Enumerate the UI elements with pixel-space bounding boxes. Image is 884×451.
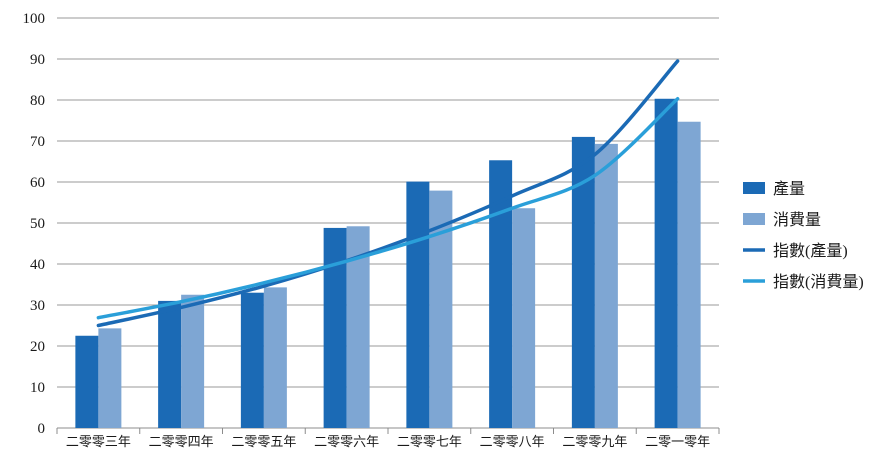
x-category-label: 二零零八年 [480,434,545,449]
trendline [96,97,680,320]
bar [158,300,182,428]
legend-swatch [743,213,765,225]
x-axis: 二零零三年 二零零四年 二零零五年 二零零六年 二零零七年 二零零八年 二零零九年 二零一零年 [56,428,720,449]
bar [98,328,122,428]
y-tick-label: 20 [30,339,45,355]
bar [240,292,264,428]
bar [75,335,99,428]
legend-label: 產量 [773,180,805,198]
bar [654,98,678,429]
bar [181,294,205,428]
bar [512,208,536,428]
x-category-label: 二零零四年 [149,434,214,449]
bar [571,136,595,428]
legend-label: 指數(消費量) [773,273,864,291]
x-category-label: 二零一零年 [645,434,710,449]
bar [489,160,513,428]
y-tick-label: 100 [23,11,46,27]
bar [346,226,370,428]
bar [406,181,430,428]
y-axis-tick-labels: 0 10 20 30 40 50 60 70 80 90 100 [23,11,46,437]
y-tick-label: 40 [30,257,45,273]
y-tick-label: 90 [30,52,45,68]
x-category-label: 二零零九年 [562,434,627,449]
bar [429,190,453,428]
y-tick-label: 30 [30,298,45,314]
y-tick-label: 80 [30,93,45,109]
legend-label: 消費量 [773,211,821,229]
y-tick-label: 70 [30,134,45,150]
legend-label: 指數(產量) [773,242,848,260]
y-tick-label: 0 [38,421,46,437]
x-category-label: 二零零六年 [314,434,379,449]
x-category-label: 二零零五年 [231,434,296,449]
bar [323,227,347,428]
trendline [96,59,680,328]
x-category-label: 二零零三年 [66,434,131,449]
bars [75,98,701,429]
x-category-label: 二零零七年 [397,434,462,449]
bar [677,121,701,428]
bar [263,287,287,428]
y-tick-label: 10 [30,380,45,396]
bar [594,143,618,428]
trendlines [96,59,680,328]
legend-swatch [743,182,765,194]
grid-lines [57,17,719,429]
y-tick-label: 50 [30,216,45,232]
y-tick-label: 60 [30,175,45,191]
